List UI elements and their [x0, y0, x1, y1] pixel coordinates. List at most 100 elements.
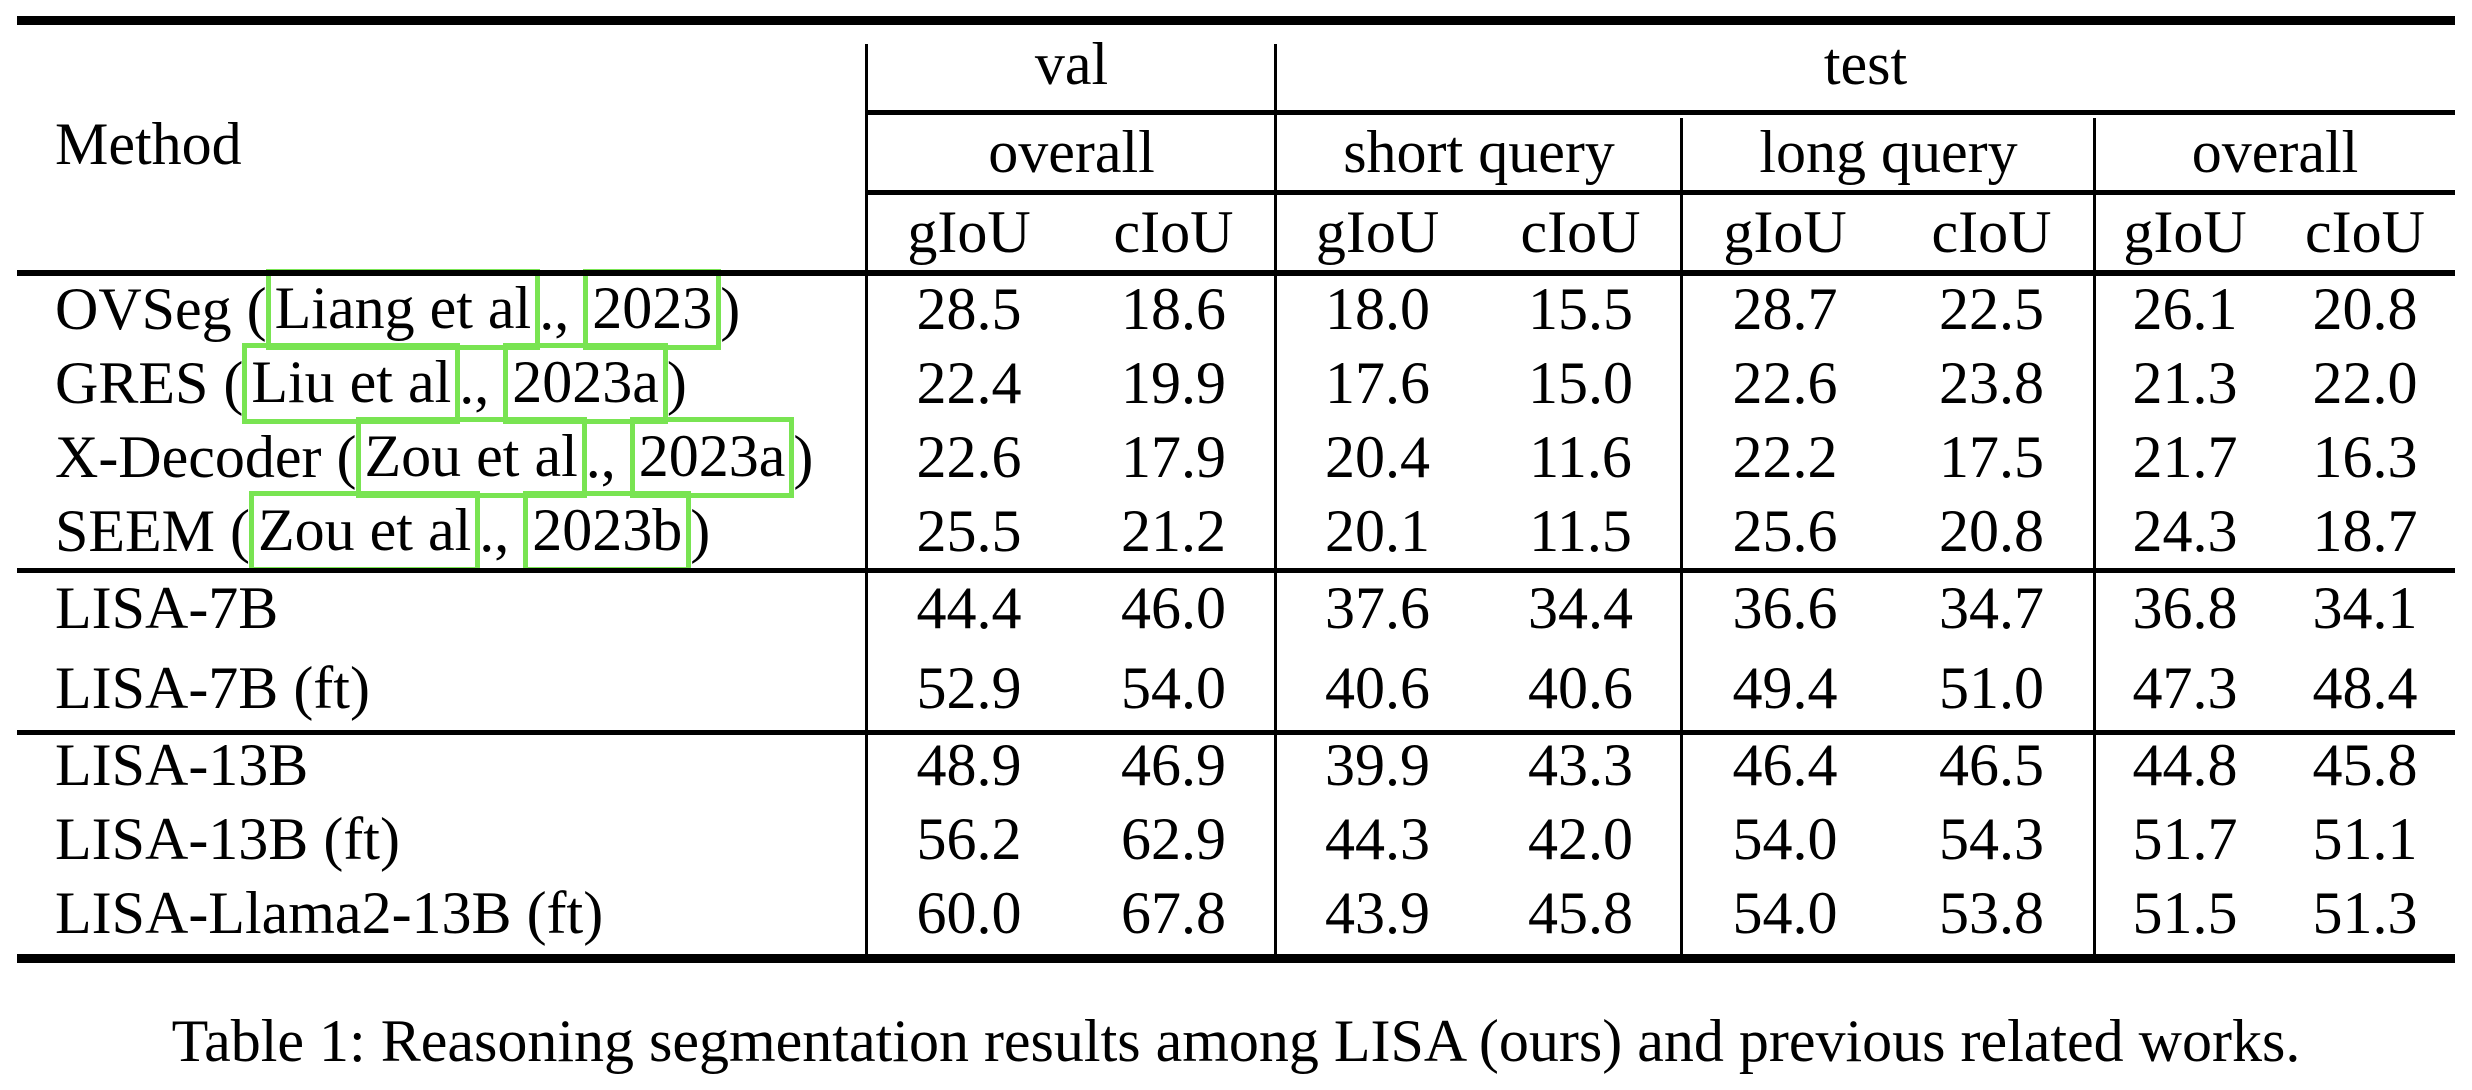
metric-header: gIoU: [1315, 199, 1440, 265]
value-cell: 11.5: [1529, 498, 1632, 564]
method-text: GRES (: [55, 350, 244, 416]
table-rule-under-top-groups: [867, 110, 2455, 115]
metric-header: gIoU: [1723, 199, 1847, 265]
value-cell: 42.0: [1528, 806, 1633, 872]
citation-link[interactable]: Liu et al: [242, 342, 461, 424]
value-cell: 17.9: [1121, 424, 1226, 490]
table-caption: Table 1: Reasoning segmentation results …: [171, 1008, 2301, 1074]
value-cell: 37.6: [1325, 575, 1430, 641]
value-cell: 43.9: [1325, 880, 1430, 946]
column-divider-long-overall: [2093, 118, 2096, 954]
value-cell: 22.6: [1732, 350, 1838, 416]
value-cell: 39.9: [1325, 732, 1430, 798]
value-cell: 54.3: [1939, 806, 2044, 872]
metric-header: cIoU: [1520, 199, 1641, 265]
col-subgroup-val-overall: overall: [988, 119, 1155, 185]
table-rule-under-header: [17, 270, 2455, 276]
value-cell: 15.5: [1528, 276, 1633, 342]
value-cell: 18.0: [1325, 276, 1430, 342]
col-subgroup-test-overall: overall: [2191, 119, 2359, 185]
value-cell: 21.7: [2132, 424, 2238, 490]
citation-link[interactable]: Zou et al: [249, 490, 481, 572]
method-text: LISA-7B: [55, 575, 279, 641]
value-cell: 45.8: [2312, 732, 2418, 798]
value-cell: 22.0: [2312, 350, 2418, 416]
method-text: ): [666, 350, 687, 416]
value-cell: 20.1: [1325, 498, 1430, 564]
value-cell: 21.2: [1121, 498, 1226, 564]
value-cell: 54.0: [1732, 806, 1838, 872]
citation-link[interactable]: 2023: [583, 268, 722, 350]
value-cell: 22.5: [1939, 276, 2044, 342]
method-cell: LISA-13B (ft): [17, 802, 867, 876]
method-cell: OVSeg (Liang et al., 2023): [17, 268, 867, 350]
metric-header: cIoU: [1113, 199, 1234, 265]
method-text: LISA-13B: [55, 732, 309, 798]
value-cell: 17.6: [1325, 350, 1430, 416]
value-cell: 54.0: [1121, 655, 1226, 721]
method-text: LISA-7B (ft): [55, 655, 370, 721]
value-cell: 49.4: [1732, 655, 1838, 721]
col-subgroup-short-query: short query: [1343, 119, 1615, 185]
value-cell: 19.9: [1121, 350, 1226, 416]
citation-link[interactable]: 2023a: [629, 416, 795, 498]
metric-header: gIoU: [907, 199, 1031, 265]
method-text: ): [793, 424, 814, 490]
results-table: Method val test overall short query long…: [17, 16, 2455, 950]
value-cell: 24.3: [2132, 498, 2238, 564]
value-cell: 44.4: [916, 575, 1022, 641]
column-divider-method-val: [865, 44, 868, 954]
value-cell: 54.0: [1732, 880, 1838, 946]
value-cell: 28.5: [916, 276, 1022, 342]
table-rule-bottom: [17, 954, 2455, 963]
value-cell: 36.6: [1732, 575, 1838, 641]
value-cell: 45.8: [1528, 880, 1633, 946]
col-group-val: val: [1034, 31, 1109, 97]
value-cell: 25.6: [1732, 498, 1838, 564]
value-cell: 25.5: [916, 498, 1022, 564]
value-cell: 34.7: [1939, 575, 2044, 641]
value-cell: 28.7: [1732, 276, 1838, 342]
method-cell: SEEM (Zou et al., 2023b): [17, 490, 867, 572]
value-cell: 22.2: [1732, 424, 1838, 490]
citation-link[interactable]: Zou et al: [355, 416, 587, 498]
method-text: LISA-13B (ft): [55, 806, 400, 872]
method-cell: LISA-13B: [17, 728, 867, 802]
value-cell: 11.6: [1529, 424, 1632, 490]
value-cell: 62.9: [1121, 806, 1226, 872]
col-group-test: test: [1823, 31, 1908, 97]
value-cell: 48.9: [916, 732, 1022, 798]
col-subgroup-long-query: long query: [1759, 119, 2018, 185]
method-text: SEEM (: [55, 498, 250, 564]
citation-link[interactable]: Liang et al: [265, 268, 541, 350]
value-cell: 17.5: [1939, 424, 2044, 490]
method-text: .,: [479, 498, 525, 564]
value-cell: 34.4: [1528, 575, 1633, 641]
value-cell: 47.3: [2132, 655, 2238, 721]
metric-header: gIoU: [2123, 199, 2247, 265]
value-cell: 46.9: [1121, 732, 1226, 798]
value-cell: 56.2: [916, 806, 1022, 872]
value-cell: 60.0: [916, 880, 1022, 946]
value-cell: 51.3: [2312, 880, 2418, 946]
value-cell: 43.3: [1528, 732, 1633, 798]
value-cell: 20.8: [2312, 276, 2418, 342]
method-cell: LISA-Llama2-13B (ft): [17, 876, 867, 950]
citation-link[interactable]: 2023b: [523, 490, 692, 572]
column-divider-val-test: [1274, 44, 1277, 954]
table-rule-top: [17, 16, 2455, 25]
value-cell: 23.8: [1939, 350, 2044, 416]
citation-link[interactable]: 2023a: [503, 342, 668, 424]
value-cell: 48.4: [2312, 655, 2418, 721]
value-cell: 26.1: [2132, 276, 2238, 342]
value-cell: 21.3: [2132, 350, 2238, 416]
method-text: ): [720, 276, 741, 342]
value-cell: 18.7: [2312, 498, 2418, 564]
table-rule-under-subgroups: [867, 190, 2455, 195]
value-cell: 67.8: [1121, 880, 1226, 946]
method-text: LISA-Llama2-13B (ft): [55, 880, 604, 946]
value-cell: 51.5: [2132, 880, 2238, 946]
metric-header: cIoU: [2305, 199, 2425, 265]
method-cell: GRES (Liu et al., 2023a): [17, 342, 867, 424]
value-cell: 40.6: [1325, 655, 1430, 721]
